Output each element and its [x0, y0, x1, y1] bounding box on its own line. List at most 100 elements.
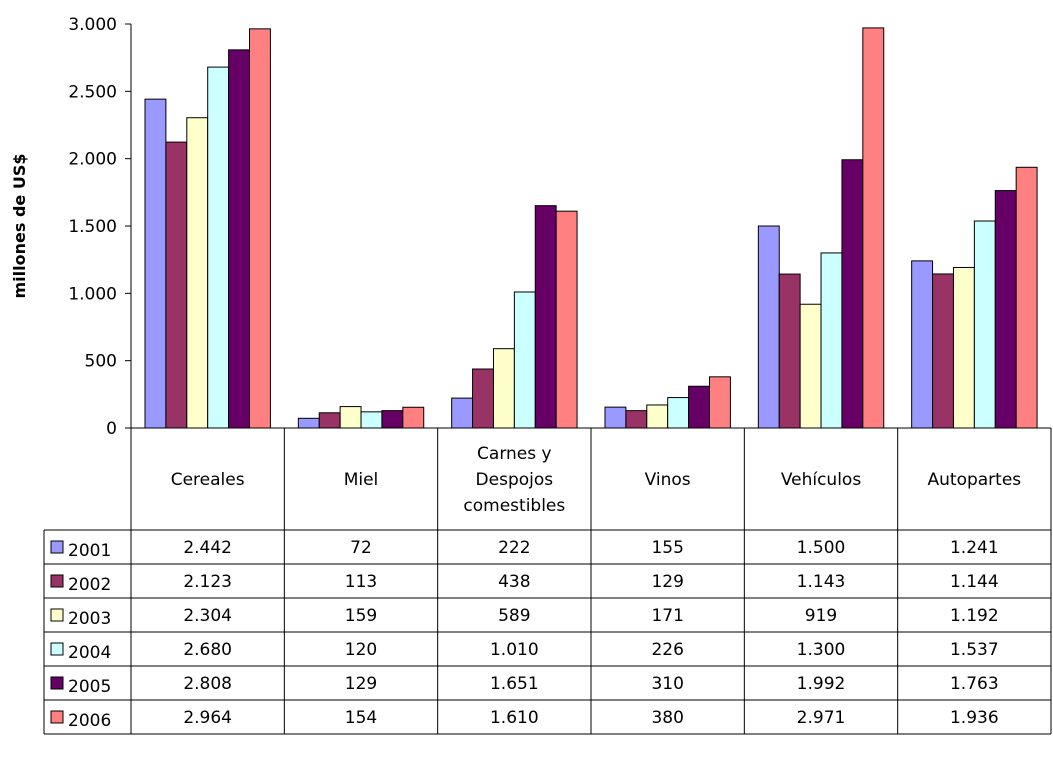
bar-2001-2 [451, 397, 474, 429]
data-label: 1.010 [490, 640, 539, 660]
data-label: 154 [345, 708, 377, 728]
bar-2004-5 [973, 220, 996, 429]
bar-2005-0 [228, 49, 251, 429]
legend-label: 2006 [68, 711, 111, 731]
bar-2004-3 [667, 397, 690, 429]
category-label: Vinos [645, 470, 691, 490]
data-label: 120 [345, 640, 377, 660]
data-label: 2.123 [183, 572, 232, 592]
bar-2006-4 [862, 27, 885, 429]
legend-label: 2005 [68, 677, 111, 697]
legend-label: 2001 [68, 541, 111, 561]
data-label: 171 [651, 606, 683, 626]
data-label: 2.808 [183, 674, 232, 694]
data-label: 226 [651, 640, 683, 660]
bar-2003-0 [186, 117, 209, 429]
category-label: Cereales [171, 470, 245, 490]
y-tick-label: 2.500 [68, 82, 117, 102]
legend-label: 2004 [68, 643, 111, 663]
category-label: Autopartes [928, 470, 1022, 490]
data-label: 2.971 [797, 708, 846, 728]
data-label: 2.304 [183, 606, 232, 626]
legend-key-2005 [50, 676, 64, 690]
y-tick-label: 1.000 [68, 284, 117, 304]
bar-2004-2 [513, 291, 536, 429]
y-tick-label: 3.000 [68, 15, 117, 35]
legend-key-2003 [50, 608, 64, 622]
data-label: 1.610 [490, 708, 539, 728]
legend-key-2002 [50, 574, 64, 588]
data-label: 1.300 [797, 640, 846, 660]
data-label: 1.537 [950, 640, 999, 660]
category-label: Miel [344, 470, 379, 490]
legend-key-2001 [50, 540, 64, 554]
bar-2006-3 [709, 376, 731, 429]
data-label: 129 [345, 674, 377, 694]
bar-2006-1 [402, 406, 425, 429]
data-label: 438 [498, 572, 530, 592]
data-label: 1.936 [950, 708, 999, 728]
category-label: comestibles [463, 496, 565, 516]
bar-2003-3 [646, 404, 669, 429]
bar-2001-1 [297, 417, 320, 429]
bar-2005-5 [994, 190, 1017, 429]
bar-2002-4 [778, 273, 801, 429]
bar-2002-2 [472, 368, 494, 429]
data-label: 589 [498, 606, 530, 626]
data-label: 1.763 [950, 674, 999, 694]
bar-2002-1 [318, 412, 341, 429]
bar-2006-2 [555, 210, 578, 429]
y-axis-title: millones de US$ [10, 154, 29, 299]
y-tick-label: 0 [106, 419, 117, 439]
data-label: 1.651 [490, 674, 539, 694]
data-label: 2.680 [183, 640, 232, 660]
bar-2001-0 [144, 98, 167, 429]
bar-2006-5 [1015, 166, 1038, 429]
bar-2002-3 [625, 410, 648, 429]
bar-2006-0 [249, 28, 271, 429]
data-label: 1.143 [797, 572, 846, 592]
bar-2004-1 [360, 411, 383, 429]
legend-label: 2003 [68, 609, 111, 629]
bar-2005-3 [688, 385, 710, 429]
bar-2003-5 [952, 266, 975, 429]
data-label: 1.500 [797, 538, 846, 558]
data-label: 113 [345, 572, 377, 592]
data-label: 380 [651, 708, 683, 728]
data-label: 2.964 [183, 708, 232, 728]
bar-2005-2 [534, 205, 557, 429]
bar-2003-2 [492, 348, 515, 429]
bar-2002-0 [165, 141, 188, 429]
y-tick-label: 1.500 [68, 217, 117, 237]
y-tick-label: 2.000 [68, 150, 117, 170]
data-label: 129 [651, 572, 683, 592]
bar-2003-1 [339, 406, 362, 429]
bar-2005-1 [381, 410, 404, 429]
data-label: 1.241 [950, 538, 999, 558]
legend-label: 2002 [68, 575, 111, 595]
bar-2002-5 [932, 273, 954, 429]
data-label: 155 [651, 538, 683, 558]
data-label: 72 [350, 538, 372, 558]
data-label: 1.192 [950, 606, 999, 626]
data-label: 919 [805, 606, 837, 626]
category-label: Carnes y [477, 444, 552, 464]
bar-2003-4 [799, 303, 822, 429]
bar-2001-5 [911, 260, 934, 429]
data-label: 1.992 [797, 674, 846, 694]
category-label: Despojos [476, 470, 554, 490]
category-label: Vehículos [781, 470, 862, 490]
bar-2001-3 [604, 406, 627, 429]
legend-key-2006 [50, 710, 64, 724]
bar-2001-4 [757, 225, 780, 429]
bar-2004-0 [207, 66, 230, 429]
legend-key-2004 [50, 642, 64, 656]
data-label: 1.144 [950, 572, 999, 592]
data-label: 310 [651, 674, 683, 694]
data-label: 222 [498, 538, 530, 558]
bar-2005-4 [841, 159, 864, 429]
y-tick-label: 500 [85, 352, 117, 372]
data-label: 159 [345, 606, 377, 626]
